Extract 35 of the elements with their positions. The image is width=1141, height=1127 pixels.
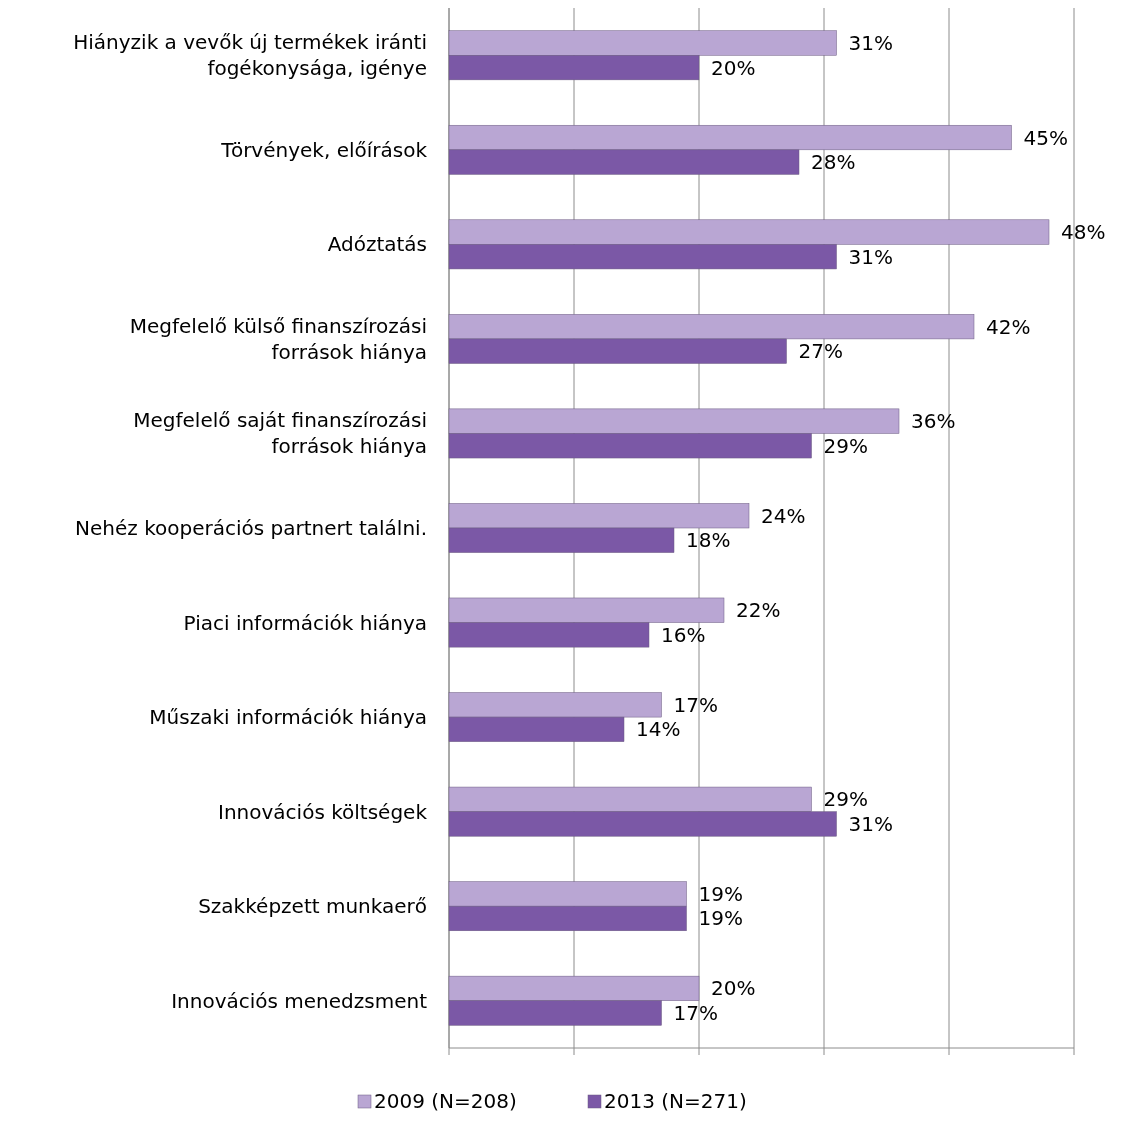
data-label: 22% [736,598,781,623]
data-label: 36% [911,409,956,434]
data-label: 31% [848,811,893,836]
y-tick-label: Műszaki információk hiánya [149,705,427,730]
data-label: 20% [711,55,756,80]
data-label: 17% [673,1001,718,1026]
y-tick-label: Szakképzett munkaerő [198,894,427,919]
legend-label: 2013 (N=271) [604,1089,747,1113]
y-tick-label: Megfelelő külső finanszírozási források hiánya [129,313,427,364]
data-label: 48% [1061,220,1106,245]
y-tick-label: Törvények, előírások [220,137,428,162]
data-label: 29% [823,787,868,812]
data-label: 14% [636,717,681,742]
y-tick-label: Innovációs menedzsment [171,988,428,1013]
data-label: 31% [848,30,893,55]
data-label: 24% [761,503,806,528]
y-tick-label: Innovációs költségek [218,799,428,824]
data-label: 31% [848,244,893,269]
data-label: 28% [811,150,856,175]
legend-label: 2009 (N=208) [374,1089,517,1113]
data-label: 17% [673,692,718,717]
y-tick-label: Megfelelő saját finanszírozási források hiánya [133,408,427,459]
data-label: 18% [686,528,731,553]
data-label: 20% [711,976,756,1001]
y-tick-label: Adóztatás [327,232,427,257]
data-label: 27% [798,339,843,364]
data-label: 45% [1023,125,1068,150]
data-label: 19% [698,881,743,906]
data-label: 29% [823,433,868,458]
y-tick-label: Nehéz kooperációs partnert találni. [75,516,427,540]
data-label: 42% [986,314,1031,339]
y-tick-label: Hiányzik a vevők új termékek iránti fogékonysága, igénye [73,30,427,81]
data-label: 19% [698,906,743,931]
data-label: 16% [661,622,706,647]
y-tick-label: Piaci információk hiánya [183,610,427,635]
